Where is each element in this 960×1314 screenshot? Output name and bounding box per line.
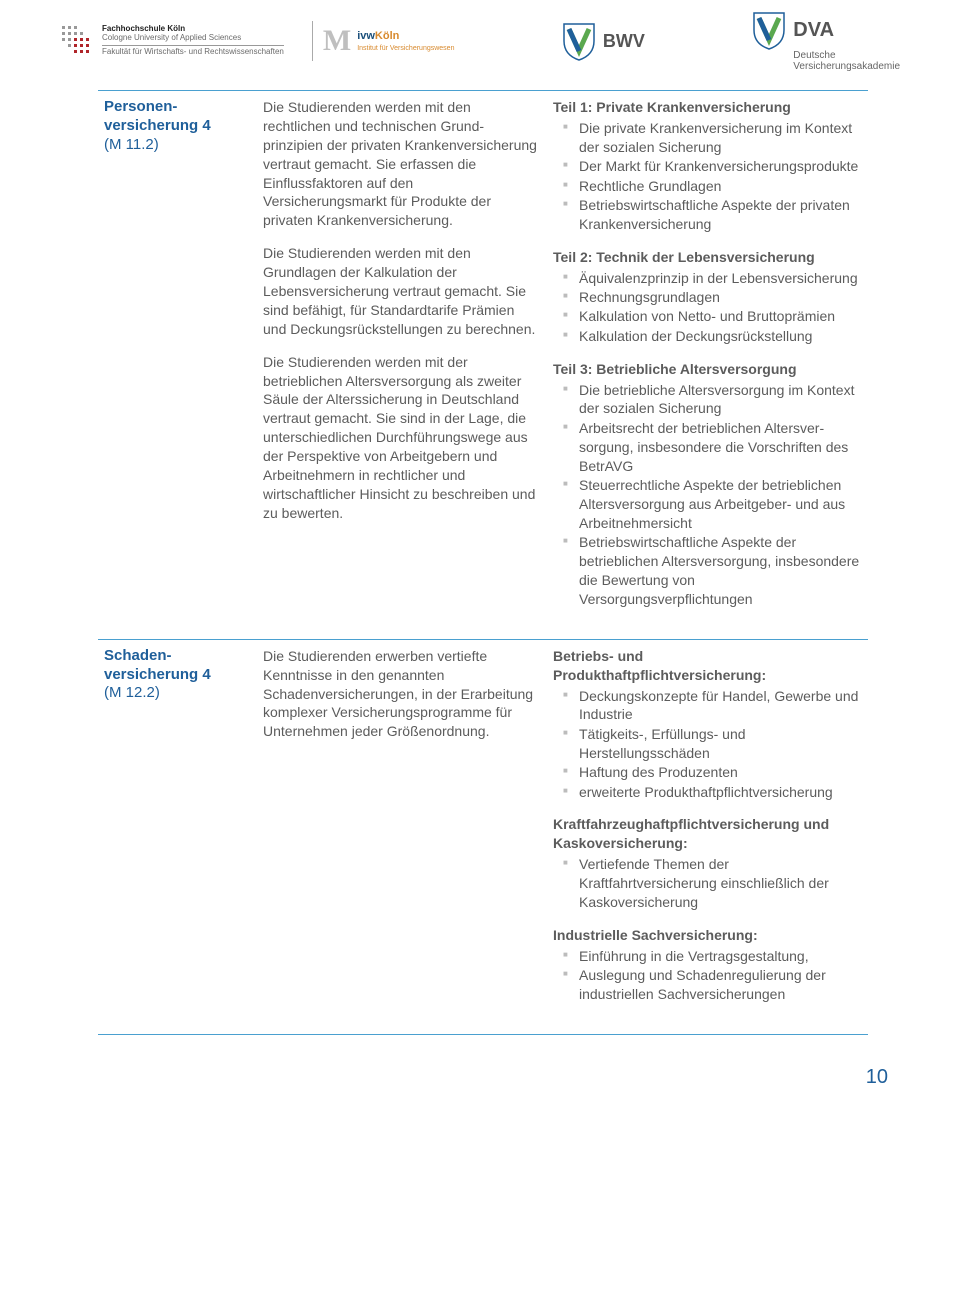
fh-koeln-logo: Fachhochschule Köln Cologne University o… xyxy=(60,25,284,57)
description-paragraph: Die Studierenden werden mit den rechtlic… xyxy=(263,98,539,230)
list-item: Betriebswirtschaftliche Aspekte der betr… xyxy=(553,533,860,609)
table-row: Personen-versicherung 4(M 11.2)Die Studi… xyxy=(98,90,868,639)
section-list: Vertiefende Themen der Kraftfahrtversich… xyxy=(553,855,860,912)
v-shield-icon xyxy=(561,21,597,61)
section-list: Einführung in die Vertragsgestaltung,Aus… xyxy=(553,947,860,1004)
module-contents: Betriebs- und Produkthaftpflichtversiche… xyxy=(553,646,868,1018)
section-heading: Kraftfahrzeughaftpflichtversicherung und… xyxy=(553,815,860,853)
module-description: Die Studierenden werden mit den rechtlic… xyxy=(263,97,553,623)
list-item: Der Markt für Krankenversicherungsproduk… xyxy=(553,157,860,176)
list-item: Kalkulation von Netto- und Bruttoprämien xyxy=(553,307,860,326)
list-item: Haftung des Produzenten xyxy=(553,763,860,782)
ivw-m-icon: M xyxy=(323,21,351,62)
page: Fachhochschule Köln Cologne University o… xyxy=(0,0,960,1115)
fh-text: Fachhochschule Köln Cologne University o… xyxy=(102,25,284,57)
table-row: Schaden-versicherung 4(M 12.2)Die Studie… xyxy=(98,639,868,1034)
dva-label: DVA xyxy=(793,17,834,44)
bwv-label: BWV xyxy=(603,29,645,53)
ivw-text-wrap: ivwKöln Institut für Versicherungswesen xyxy=(357,29,454,53)
dva-sub2: Versicherungsakademie xyxy=(793,61,900,72)
page-number: 10 xyxy=(866,1064,888,1091)
module-name: Personen-versicherung 4(M 11.2) xyxy=(98,97,263,623)
description-paragraph: Die Studierenden erwerben vertiefte Kenn… xyxy=(263,647,539,741)
list-item: erweiterte Produkthaftpflichtversicherun… xyxy=(553,783,860,802)
dva-top: DVA xyxy=(751,10,900,50)
dva-logo: DVA Deutsche Versicherungsakademie xyxy=(751,10,900,72)
dva-sub: Deutsche Versicherungsakademie xyxy=(793,50,900,72)
list-item: Äquivalenzprinzip in der Lebensversicher… xyxy=(553,269,860,288)
ivw-brand: ivwKöln xyxy=(357,29,454,44)
list-item: Auslegung und Schadenregulierung der ind… xyxy=(553,966,860,1004)
dva-sub1: Deutsche xyxy=(793,50,900,61)
section-heading: Teil 3: Betriebliche Altersversorgung xyxy=(553,360,860,379)
list-item: Steuerrechtliche Aspekte der betrieblich… xyxy=(553,476,860,533)
v-shield-icon xyxy=(751,10,787,50)
list-item: Betriebswirtschaftliche Aspekte der priv… xyxy=(553,196,860,234)
section-heading: Teil 2: Technik der Lebensversicherung xyxy=(553,248,860,267)
list-item: Vertiefende Themen der Kraftfahrtversich… xyxy=(553,855,860,912)
list-item: Deckungskonzepte für Handel, Gewerbe und… xyxy=(553,687,860,725)
ivw-sub: Institut für Versicherungswesen xyxy=(357,44,454,53)
section-heading: Industrielle Sachversicherung: xyxy=(553,926,860,945)
content-table: Personen-versicherung 4(M 11.2)Die Studi… xyxy=(98,90,868,1035)
header-logos: Fachhochschule Köln Cologne University o… xyxy=(0,0,960,90)
section-heading: Teil 1: Private Krankenversicherung xyxy=(553,98,860,117)
section-list: Die private Krankenversicherung im Konte… xyxy=(553,119,860,234)
section-heading: Betriebs- und Produkthaftpflichtversiche… xyxy=(553,647,860,685)
module-contents: Teil 1: Private Krankenversicherung Die p… xyxy=(553,97,868,623)
module-name: Schaden-versicherung 4(M 12.2) xyxy=(98,646,263,1018)
list-item: Die private Krankenversicherung im Konte… xyxy=(553,119,860,157)
list-item: Tätigkeits-, Erfüllungs- und Herstellung… xyxy=(553,725,860,763)
bwv-logo: BWV xyxy=(561,21,645,61)
list-item: Rechtliche Grundlagen xyxy=(553,177,860,196)
list-item: Die betriebliche Altersversorgung im Kon… xyxy=(553,381,860,419)
description-paragraph: Die Studierenden werden mit den Grundlag… xyxy=(263,244,539,338)
fh-dots-icon xyxy=(60,26,94,56)
module-description: Die Studierenden erwerben vertiefte Kenn… xyxy=(263,646,553,1018)
section-list: Die betriebliche Altersversorgung im Kon… xyxy=(553,381,860,609)
fh-line2: Cologne University of Applied Sciences xyxy=(102,34,284,43)
description-paragraph: Die Studierenden werden mit der betriebl… xyxy=(263,353,539,523)
ivw-logo: M ivwKöln Institut für Versicherungswese… xyxy=(312,21,455,62)
fh-line3: Fakultät für Wirtschafts- und Rechtswiss… xyxy=(102,45,284,57)
list-item: Arbeitsrecht der betrieblichen Altersver… xyxy=(553,419,860,476)
section-list: Äquivalenzprinzip in der Lebensversicher… xyxy=(553,269,860,346)
list-item: Kalkulation der Deckungsrückstellung xyxy=(553,327,860,346)
section-list: Deckungskonzepte für Handel, Gewerbe und… xyxy=(553,687,860,802)
list-item: Einführung in die Vertragsgestaltung, xyxy=(553,947,860,966)
list-item: Rechnungsgrundlagen xyxy=(553,288,860,307)
